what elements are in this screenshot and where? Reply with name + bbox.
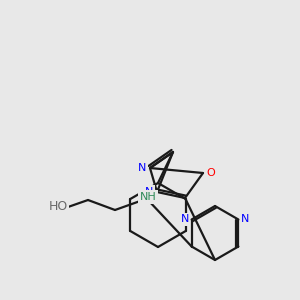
Text: N: N (145, 187, 153, 197)
Text: NH: NH (140, 192, 156, 202)
Text: N: N (180, 214, 189, 224)
Text: O: O (207, 168, 215, 178)
Text: HO: HO (48, 200, 68, 214)
Text: N: N (138, 163, 146, 173)
Text: N: N (241, 214, 250, 224)
